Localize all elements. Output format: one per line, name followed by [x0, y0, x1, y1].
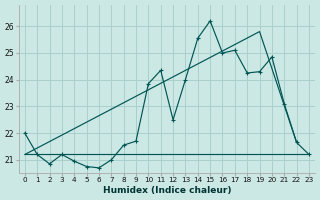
X-axis label: Humidex (Indice chaleur): Humidex (Indice chaleur) [103, 186, 231, 195]
